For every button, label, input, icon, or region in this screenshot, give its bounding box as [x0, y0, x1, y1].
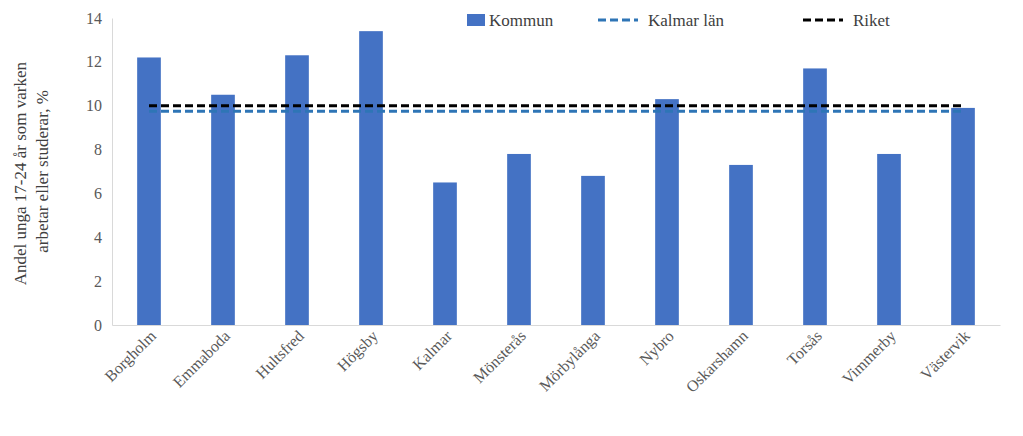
- bar: [729, 165, 753, 325]
- bar: [581, 176, 605, 325]
- line: [149, 104, 963, 107]
- y-axis-title: Andel unga 17-24 år som varken arbetar e…: [11, 58, 52, 286]
- x-tick-label: Kalmar: [409, 327, 455, 373]
- x-tick-label: Oskarshamn: [683, 327, 752, 396]
- legend-item: Riket: [803, 11, 890, 30]
- bar: [359, 31, 383, 325]
- x-tick-label: Emmaboda: [170, 327, 234, 391]
- y-tick: 12: [86, 53, 112, 70]
- bar: [655, 99, 679, 325]
- x-tick-label: Torsås: [784, 327, 825, 368]
- x-tick: Oskarshamn: [683, 325, 752, 396]
- y-tick: 10: [86, 97, 112, 114]
- x-tick: Torsås: [784, 325, 825, 368]
- x-tick: Mönsterås: [470, 325, 529, 386]
- chart: 0 2 4 6 8 10 12 14 BorgholmEmmaboda Hultsfred Högs…: [0, 0, 1023, 436]
- bar: [211, 95, 235, 325]
- x-tick: Vimmerby: [839, 325, 900, 388]
- legend: Kommun Kalmar län Riket: [467, 11, 890, 30]
- y-tick-label: 0: [94, 317, 102, 334]
- x-tick-label: Mörbylånga: [536, 327, 604, 395]
- x-tick-label: Borgholm: [101, 327, 160, 386]
- y-axis: 0 2 4 6 8 10 12 14: [86, 10, 113, 334]
- legend-swatch: [598, 19, 638, 22]
- y-tick-label: 8: [94, 141, 102, 158]
- y-tick-label: 4: [94, 229, 102, 246]
- y-tick-label: 6: [94, 185, 102, 202]
- legend-swatch: [467, 14, 485, 26]
- bar: [951, 108, 975, 325]
- marks: [137, 31, 975, 325]
- x-tick-label: Nybro: [636, 327, 678, 369]
- bar: [877, 154, 901, 325]
- legend-swatch: [803, 19, 843, 22]
- legend-label: Kalmar län: [648, 11, 724, 30]
- x-tick: Hultsfred: [252, 325, 307, 382]
- x-tick: Västervik: [917, 325, 973, 383]
- bar-series: [137, 31, 975, 325]
- x-tick-label: Västervik: [917, 327, 973, 383]
- y-tick-label: 14: [86, 10, 102, 27]
- x-tick: Kalmar: [409, 325, 455, 373]
- bar: [507, 154, 531, 325]
- y-tick: 14: [86, 10, 112, 27]
- line: [149, 110, 963, 113]
- bar: [137, 57, 161, 325]
- x-tick-label: Hultsfred: [252, 327, 307, 382]
- x-tick: Borgholm: [101, 325, 160, 385]
- y-tick-label: 2: [94, 273, 102, 290]
- plot-area: 0 2 4 6 8 10 12 14 BorgholmEmmaboda Hultsfred Högs…: [86, 10, 1001, 396]
- x-tick-label: Högsby: [334, 327, 382, 375]
- x-tick-label: Mönsterås: [470, 327, 529, 386]
- legend-label: Kommun: [489, 11, 554, 30]
- legend-label: Riket: [853, 11, 890, 30]
- x-tick: Nybro: [636, 325, 678, 369]
- x-tick-label: Vimmerby: [839, 327, 900, 388]
- x-tick: Högsby: [334, 325, 382, 375]
- legend-item: Kommun: [467, 11, 554, 30]
- y-tick-label: 12: [86, 53, 102, 70]
- y-tick: 0: [94, 317, 112, 334]
- y-tick: 8: [94, 141, 112, 158]
- y-tick: 6: [94, 185, 112, 202]
- y-tick-label: 10: [86, 97, 102, 114]
- bar: [285, 55, 309, 325]
- x-axis-line: [113, 325, 1001, 326]
- y-tick: 2: [94, 273, 112, 290]
- legend-item: Kalmar län: [598, 11, 724, 30]
- bar: [433, 182, 457, 325]
- y-tick: 4: [94, 229, 112, 246]
- x-tick: Mörbylånga: [536, 325, 604, 395]
- x-axis: BorgholmEmmaboda Hultsfred Högsby Kalmar Mön…: [101, 325, 1000, 396]
- x-tick: Emmaboda: [170, 325, 234, 391]
- y-axis-line: [112, 19, 113, 326]
